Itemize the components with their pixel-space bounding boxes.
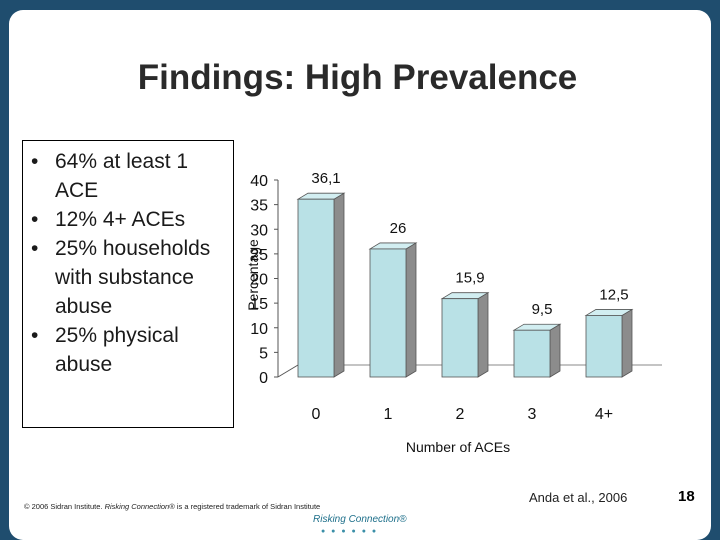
data-label: 12,5 <box>599 286 628 303</box>
bar <box>585 315 623 378</box>
bar-side <box>621 308 633 378</box>
x-tick-label: 2 <box>456 406 465 423</box>
floor-edge <box>277 364 299 378</box>
bar <box>513 329 551 378</box>
logo-text: Risking Connection® <box>313 514 407 525</box>
bullet-text: 25% households with substance abuse <box>55 237 211 318</box>
y-tick-label: 10 <box>250 321 268 338</box>
bullet-text: 25% physical abuse <box>55 324 179 376</box>
footer-italic: Risking Connection <box>104 502 170 511</box>
page-number: 18 <box>678 488 695 505</box>
y-tick-label: 20 <box>250 272 268 289</box>
bullet-marker: • <box>31 208 39 231</box>
logo-dots: ● ● ● ● ● ● <box>321 528 379 535</box>
x-tick-label: 1 <box>384 406 393 423</box>
bullet-marker: • <box>31 150 39 173</box>
y-tick-label: 25 <box>250 247 268 264</box>
bullet-text: 64% at least 1 ACE <box>55 150 189 202</box>
y-tick-label: 5 <box>259 345 268 362</box>
bullet-text: 12% 4+ ACEs <box>55 208 186 231</box>
y-tick-label: 15 <box>250 296 268 313</box>
data-label: 15,9 <box>455 270 484 287</box>
data-label: 26 <box>390 220 407 237</box>
x-tick-label: 3 <box>528 406 537 423</box>
y-axis-label: Percentage <box>245 239 261 311</box>
data-label: 9,5 <box>532 301 553 318</box>
y-tick-label: 35 <box>250 198 268 215</box>
y-tick-label: 40 <box>250 173 268 190</box>
footer-suffix: ® is a registered trademark of Sidran In… <box>169 502 321 511</box>
y-tick-label: 0 <box>259 370 268 387</box>
footer-prefix: © 2006 Sidran Institute. <box>24 502 105 511</box>
bullet-item: • 12% 4+ ACEs <box>23 205 233 234</box>
y-tick-label: 30 <box>250 222 268 239</box>
bullet-box: • 64% at least 1 ACE • 12% 4+ ACEs • 25% ho… <box>22 140 234 428</box>
bar <box>297 198 335 378</box>
slide-title: Findings: High Prevalence <box>137 58 578 97</box>
citation: Anda et al., 2006 <box>529 490 628 505</box>
bar-side <box>333 192 345 378</box>
bullet-marker: • <box>31 237 39 260</box>
x-axis-label: Number of ACEs <box>406 439 510 455</box>
bullet-item: • 25% households with substance abuse <box>23 234 233 321</box>
slide-background <box>9 10 711 540</box>
bar-side <box>549 323 561 378</box>
bar <box>441 298 479 378</box>
bar-side <box>405 242 417 378</box>
copyright-footer: © 2006 Sidran Institute. Risking Connect… <box>24 502 320 511</box>
x-tick-label: 4+ <box>595 406 613 423</box>
risking-connection-logo: Risking Connection® ● ● ● ● ● ● <box>313 512 407 538</box>
data-label: 36,1 <box>311 170 340 187</box>
bar <box>369 248 407 378</box>
x-tick-label: 0 <box>312 406 321 423</box>
bullet-item: • 25% physical abuse <box>23 321 233 379</box>
bullet-item: • 64% at least 1 ACE <box>23 147 233 205</box>
bar-side <box>477 291 489 378</box>
bullet-marker: • <box>31 324 39 347</box>
